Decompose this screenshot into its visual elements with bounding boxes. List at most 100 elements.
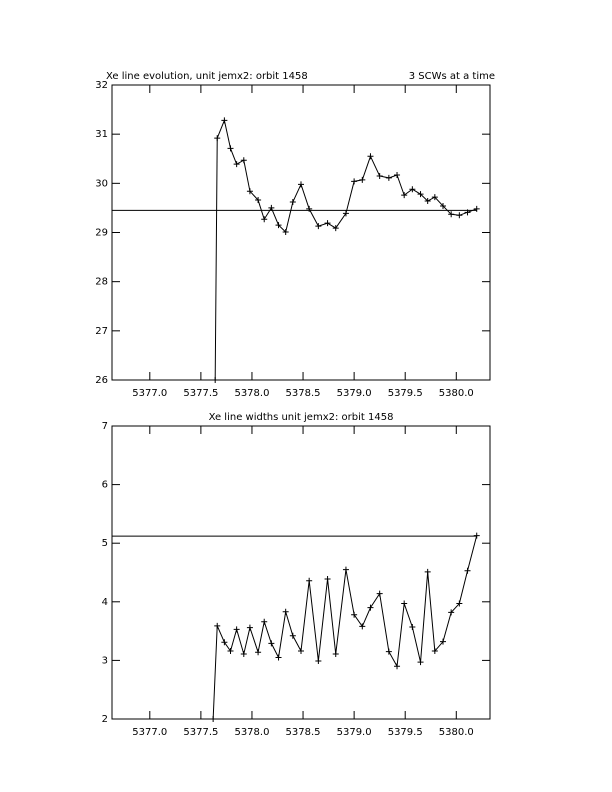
data-point <box>298 648 304 655</box>
x-tick-label: 5378.0 <box>234 388 269 399</box>
data-point <box>417 659 424 666</box>
data-point <box>367 153 374 160</box>
y-tick-label: 6 <box>102 480 108 491</box>
y-tick-label: 26 <box>95 375 108 386</box>
x-tick-label: 5377.0 <box>132 388 167 399</box>
data-point <box>359 623 366 630</box>
data-point <box>214 135 221 142</box>
x-tick-label: 5378.0 <box>234 727 269 738</box>
data-point <box>332 650 339 657</box>
data-point <box>255 649 262 656</box>
data-point <box>261 216 268 223</box>
data-point <box>431 648 438 655</box>
data-point <box>268 204 275 211</box>
x-tick-label: 5380.0 <box>439 388 474 399</box>
data-point <box>342 566 349 573</box>
data-point <box>324 575 331 582</box>
data-point <box>261 618 268 625</box>
data-point <box>233 161 240 168</box>
data-point <box>342 210 349 217</box>
data-point <box>473 205 480 212</box>
chart-title: Xe line widths unit jemx2: orbit 1458 <box>209 412 394 423</box>
data-point <box>324 220 331 227</box>
y-tick-label: 31 <box>95 129 108 140</box>
data-point <box>268 640 275 647</box>
x-tick-label: 5379.0 <box>337 388 372 399</box>
data-point <box>227 145 234 152</box>
x-tick-label: 5377.5 <box>183 727 218 738</box>
data-point <box>473 532 480 539</box>
data-point <box>440 202 447 209</box>
data-point <box>275 654 282 661</box>
x-tick-label: 5378.5 <box>286 727 321 738</box>
y-tick-label: 28 <box>95 277 108 288</box>
data-point <box>221 117 228 124</box>
y-tick-label: 27 <box>95 326 108 337</box>
data-point <box>409 623 416 630</box>
data-point <box>233 626 240 633</box>
x-tick-label: 5379.0 <box>337 727 372 738</box>
data-point <box>306 577 313 584</box>
data-point <box>385 648 392 655</box>
data-point <box>351 178 358 185</box>
data-point <box>385 174 392 181</box>
data-point <box>351 611 358 618</box>
data-point <box>298 181 304 188</box>
data-point <box>409 186 416 193</box>
data-point <box>431 194 438 201</box>
data-point <box>306 205 313 212</box>
data-point <box>394 663 401 670</box>
data-point <box>210 716 217 722</box>
data-point <box>214 622 221 629</box>
x-tick-label: 5377.0 <box>132 727 167 738</box>
data-point <box>282 229 289 236</box>
y-tick-label: 4 <box>102 597 108 608</box>
data-point <box>376 172 383 179</box>
data-point <box>315 223 322 230</box>
data-line <box>214 118 477 381</box>
data-point <box>424 198 431 205</box>
plot-frame <box>111 84 491 381</box>
data-point <box>289 632 296 639</box>
data-point <box>221 639 228 646</box>
x-tick-label: 5379.5 <box>388 388 423 399</box>
data-point <box>289 199 296 206</box>
data-point <box>332 225 339 232</box>
data-point <box>448 211 455 218</box>
chart-title: Xe line evolution, unit jemx2: orbit 145… <box>106 71 308 82</box>
data-point <box>464 567 471 574</box>
x-tick-label: 5380.0 <box>439 727 474 738</box>
chart-subtitle: 3 SCWs at a time <box>409 71 495 82</box>
data-point <box>240 650 247 657</box>
y-tick-label: 5 <box>102 538 108 549</box>
data-point <box>394 171 401 178</box>
data-point <box>240 157 247 164</box>
data-point <box>246 624 253 631</box>
x-tick-label: 5378.5 <box>286 388 321 399</box>
y-tick-label: 29 <box>95 228 108 239</box>
data-point <box>315 657 322 664</box>
data-point <box>246 188 253 195</box>
y-tick-label: 2 <box>102 714 108 725</box>
data-point <box>440 638 447 645</box>
data-point <box>464 209 471 216</box>
data-point <box>417 191 424 198</box>
plot-frame <box>111 425 491 720</box>
y-tick-label: 32 <box>95 80 108 91</box>
data-point <box>359 176 366 183</box>
data-point <box>275 222 282 229</box>
data-point <box>227 648 234 655</box>
data-point <box>282 608 289 615</box>
data-point <box>448 609 455 616</box>
data-point <box>376 590 383 597</box>
y-tick-label: 3 <box>102 655 108 666</box>
data-point <box>456 600 463 607</box>
data-point <box>401 192 408 199</box>
data-point <box>212 377 219 383</box>
x-tick-label: 5379.5 <box>388 727 423 738</box>
data-point <box>456 212 463 219</box>
data-point <box>367 604 374 611</box>
data-point <box>255 197 262 204</box>
